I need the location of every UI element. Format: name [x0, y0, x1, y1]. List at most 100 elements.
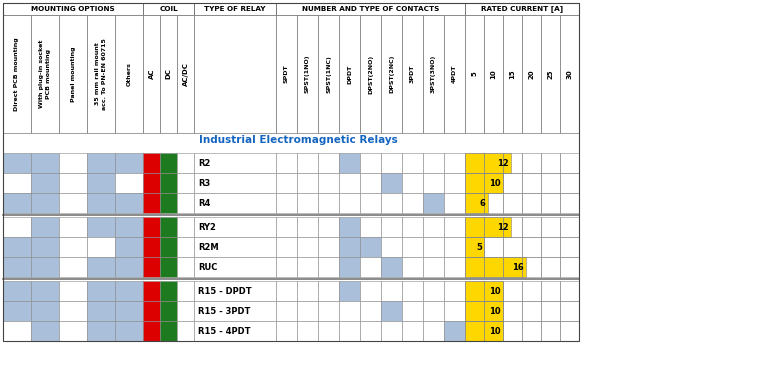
Bar [59, 281, 87, 301]
Bar [194, 257, 276, 277]
Bar [484, 321, 503, 341]
Text: AC/DC: AC/DC [183, 62, 189, 86]
Bar [297, 193, 318, 213]
Bar [560, 237, 579, 257]
Bar [381, 237, 402, 257]
Bar [522, 321, 541, 341]
Bar [465, 173, 503, 193]
Bar [339, 301, 360, 321]
Bar [160, 15, 177, 133]
Bar [503, 153, 522, 173]
Bar [423, 217, 444, 237]
Bar [402, 281, 423, 301]
Bar [87, 257, 115, 277]
Bar [522, 257, 541, 277]
Bar [194, 237, 276, 257]
Bar [194, 153, 276, 173]
Bar [444, 301, 465, 321]
Bar [522, 301, 541, 321]
Bar [160, 281, 177, 301]
Bar [360, 257, 381, 277]
Bar [381, 257, 402, 277]
Bar [402, 193, 423, 213]
Text: R15 - 3PDT: R15 - 3PDT [198, 306, 250, 316]
Text: Direct PCB mounting: Direct PCB mounting [15, 37, 20, 111]
Bar [115, 301, 143, 321]
Bar [503, 173, 522, 193]
Bar [177, 193, 194, 213]
Text: 6: 6 [480, 199, 486, 207]
Bar [503, 301, 522, 321]
Text: RATED CURRENT [A]: RATED CURRENT [A] [481, 6, 563, 12]
Bar [423, 301, 444, 321]
Bar [276, 217, 297, 237]
Bar [297, 257, 318, 277]
Bar [360, 321, 381, 341]
Bar [465, 257, 526, 277]
Bar [381, 153, 402, 173]
Bar [484, 257, 503, 277]
Bar [59, 173, 87, 193]
Bar [3, 301, 31, 321]
Bar [560, 153, 579, 173]
Bar [276, 3, 465, 15]
Bar [59, 15, 87, 133]
Bar [297, 281, 318, 301]
Bar [560, 281, 579, 301]
Bar [177, 301, 194, 321]
Text: R15 - 4PDT: R15 - 4PDT [198, 327, 250, 335]
Text: Others: Others [126, 62, 132, 86]
Bar [143, 237, 160, 257]
Bar [318, 217, 339, 237]
Text: 15: 15 [509, 69, 516, 79]
Bar [339, 173, 360, 193]
Bar [143, 257, 160, 277]
Bar [115, 15, 143, 133]
Bar [465, 257, 484, 277]
Bar [465, 281, 484, 301]
Bar [160, 321, 177, 341]
Text: RUC: RUC [198, 262, 218, 272]
Text: R3: R3 [198, 178, 211, 188]
Bar [160, 153, 177, 173]
Bar [194, 217, 276, 237]
Bar [503, 321, 522, 341]
Bar [503, 237, 522, 257]
Bar [31, 15, 59, 133]
Bar [541, 257, 560, 277]
Bar [3, 281, 31, 301]
Bar [31, 301, 59, 321]
Bar [160, 217, 177, 237]
Bar [3, 153, 31, 173]
Bar [177, 257, 194, 277]
Text: DPDT: DPDT [347, 64, 352, 84]
Bar [444, 237, 465, 257]
Bar [297, 15, 318, 133]
Bar [177, 281, 194, 301]
Bar [423, 15, 444, 133]
Bar [444, 321, 465, 341]
Bar [339, 281, 360, 301]
Bar [143, 15, 160, 133]
Bar [465, 193, 484, 213]
Bar [381, 217, 402, 237]
Bar [503, 281, 522, 301]
Bar [194, 15, 276, 133]
Bar [541, 237, 560, 257]
Bar [177, 321, 194, 341]
Bar [3, 173, 31, 193]
Bar [276, 173, 297, 193]
Bar [59, 193, 87, 213]
Bar [484, 237, 503, 257]
Text: AC: AC [148, 69, 154, 79]
Bar [541, 281, 560, 301]
Bar [402, 153, 423, 173]
Bar [381, 193, 402, 213]
Bar [297, 237, 318, 257]
Text: R15 - DPDT: R15 - DPDT [198, 287, 252, 295]
Text: 12: 12 [497, 159, 509, 167]
Bar [522, 237, 541, 257]
Text: DPST(2NO): DPST(2NO) [368, 54, 373, 94]
Bar [541, 153, 560, 173]
Bar [143, 3, 194, 15]
